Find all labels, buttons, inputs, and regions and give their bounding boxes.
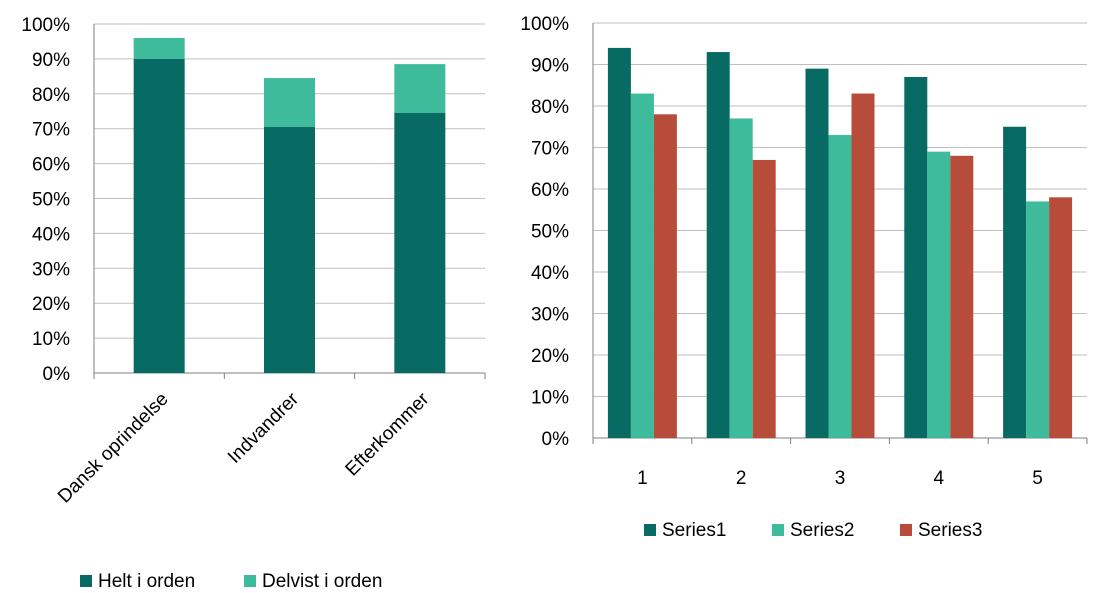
bar-segment — [133, 58, 185, 374]
legend-label: Helt i orden — [98, 571, 195, 592]
y-tick-label: 40% — [32, 224, 70, 245]
y-tick-label: 80% — [531, 97, 569, 118]
y-tick-label: 10% — [32, 329, 70, 350]
bar — [950, 155, 974, 439]
bar — [729, 118, 753, 438]
legend-swatch — [772, 524, 784, 536]
legend-swatch — [244, 575, 256, 587]
bar-segment — [264, 78, 315, 127]
bar-segment — [264, 126, 315, 373]
y-tick-label: 30% — [32, 259, 70, 280]
chart-grouped-series: 0% 10% 20% 30% 40% 50% 60% 70% 80% 90% 100% 1 2 3 4 5 Se… — [520, 14, 1088, 541]
x-category-label: Dansk oprindelse — [54, 389, 173, 508]
y-tick-label: 100% — [21, 15, 70, 36]
y-tick-label: 70% — [32, 120, 70, 141]
bar — [1026, 201, 1050, 438]
bar — [828, 135, 852, 439]
y-tick-label: 80% — [32, 85, 70, 106]
y-tick-label: 100% — [520, 14, 569, 35]
y-tick-label: 50% — [531, 222, 569, 243]
legend-label: Series3 — [918, 520, 982, 541]
y-tick-label: 20% — [531, 346, 569, 367]
x-category-label: 1 — [637, 468, 648, 489]
bar — [851, 93, 875, 439]
bar — [706, 52, 730, 439]
legend-label: Series1 — [662, 520, 726, 541]
x-category-label: 3 — [835, 468, 846, 489]
y-tick-label: 60% — [32, 155, 70, 176]
x-category-label: Efterkommer — [342, 388, 434, 480]
bar — [653, 114, 677, 439]
x-category-label: 4 — [934, 468, 945, 489]
y-tick-label: 0% — [43, 364, 71, 385]
legend-swatch — [644, 524, 656, 536]
bar-segment — [133, 37, 185, 59]
bar — [1049, 197, 1073, 438]
bar — [904, 76, 928, 438]
legend-swatch — [900, 524, 912, 536]
y-tick-label: 0% — [542, 429, 570, 450]
x-category-label: 2 — [736, 468, 747, 489]
y-tick-label: 90% — [531, 56, 569, 77]
bar-segment — [394, 112, 446, 374]
bar — [752, 159, 776, 438]
bar-segment — [394, 64, 446, 113]
legend-label: Series2 — [790, 520, 854, 541]
y-tick-label: 70% — [531, 139, 569, 160]
bar — [1003, 126, 1027, 438]
bar — [630, 93, 654, 439]
legend-swatch — [80, 575, 92, 587]
legend-label: Delvist i orden — [262, 571, 382, 592]
y-tick-label: 50% — [32, 190, 70, 211]
y-tick-label: 40% — [531, 263, 569, 284]
y-tick-label: 90% — [32, 50, 70, 71]
x-category-label: 5 — [1032, 468, 1043, 489]
x-category-label: Indvandrer — [224, 388, 304, 468]
y-tick-label: 30% — [531, 305, 569, 326]
bar — [927, 151, 951, 438]
y-tick-label: 20% — [32, 294, 70, 315]
y-tick-label: 60% — [531, 180, 569, 201]
bar — [805, 68, 829, 439]
chart-stacked-origin: 0% 10% 20% 30% 40% 50% 60% 70% 80% 90% 100% Dansk o… — [21, 15, 486, 592]
y-tick-label: 10% — [531, 388, 569, 409]
bar — [607, 47, 631, 439]
